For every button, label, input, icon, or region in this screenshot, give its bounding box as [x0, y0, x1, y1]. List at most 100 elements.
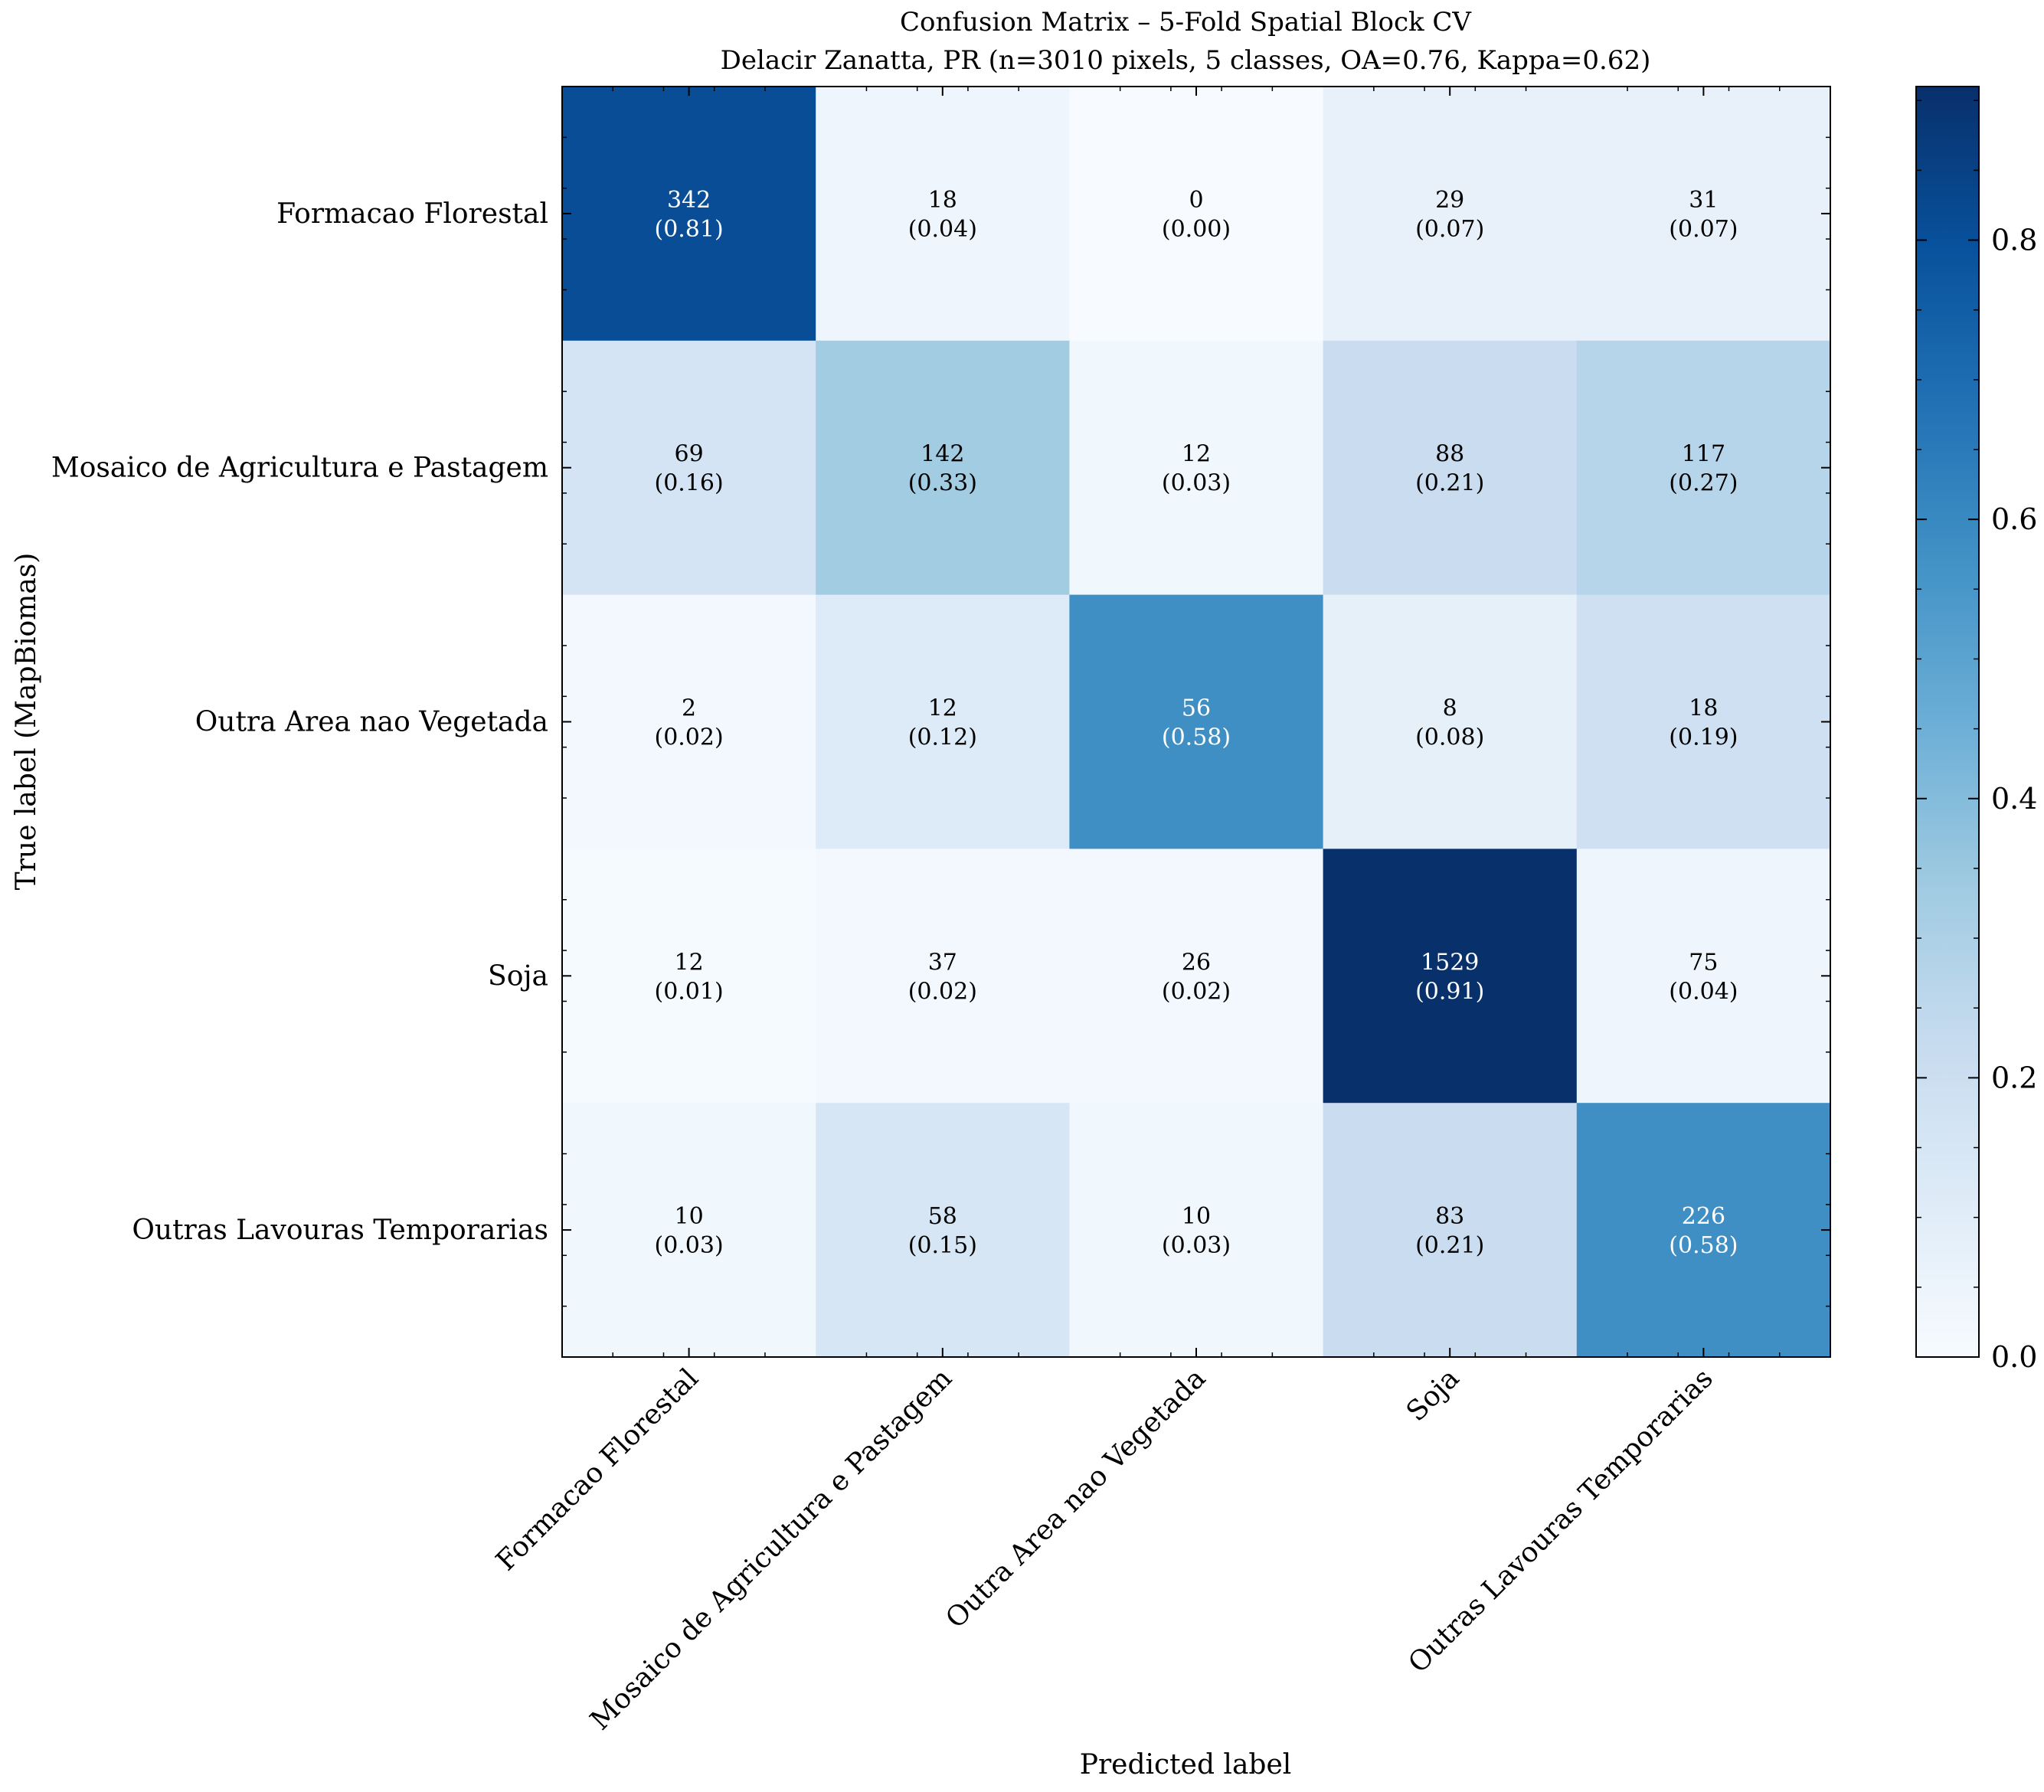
x-tick-label: Outras Lavouras Temporarias [1402, 1362, 1719, 1679]
cell-fraction-label: (0.21) [1415, 1232, 1484, 1259]
heatmap-cell [562, 340, 816, 596]
y-tick-label: Outra Area nao Vegetada [195, 707, 548, 738]
heatmap-cell [816, 1103, 1070, 1358]
cell-count-label: 26 [1182, 949, 1211, 976]
cell-count-label: 12 [1182, 441, 1211, 468]
y-tick-label: Soja [488, 960, 548, 992]
colorbar-tick-label: 0.2 [1991, 1061, 2037, 1094]
colorbar-ticks: 0.0 0.2 0.4 0.6 0.8 [1916, 100, 2037, 1374]
cell-fraction-label: (0.16) [654, 470, 723, 497]
cell-count-label: 37 [928, 949, 957, 976]
heatmap-cell [562, 594, 816, 849]
y-tick-labels: Formacao Florestal Mosaico de Agricultura… [51, 198, 548, 1246]
heatmap-cell [1323, 87, 1578, 342]
cell-count-label: 1529 [1421, 949, 1479, 976]
cell-count-label: 226 [1682, 1203, 1725, 1230]
cell-fraction-label: (0.04) [1669, 978, 1738, 1005]
y-tick-label: Formacao Florestal [276, 198, 548, 230]
cell-fraction-label: (0.07) [1415, 216, 1484, 243]
colorbar-tick-label: 0.8 [1991, 224, 2037, 257]
heatmap-cell [1576, 87, 1831, 342]
cell-fraction-label: (0.19) [1669, 724, 1738, 751]
cell-count-label: 31 [1689, 187, 1718, 214]
cell-fraction-label: (0.01) [654, 978, 723, 1005]
x-axis-label: Predicted label [1080, 1749, 1292, 1781]
heatmap-cell [1069, 849, 1324, 1104]
colorbar [1915, 86, 1980, 1358]
cell-fraction-label: (0.58) [1669, 1232, 1738, 1259]
cell-count-label: 2 [682, 695, 696, 722]
heatmap-cell [1576, 849, 1831, 1104]
heatmap-cell [1069, 340, 1324, 596]
cell-fraction-label: (0.03) [1162, 470, 1231, 497]
cell-count-label: 75 [1689, 949, 1718, 976]
cell-count-label: 18 [1689, 695, 1718, 722]
cell-count-label: 83 [1435, 1203, 1464, 1230]
cell-count-label: 88 [1435, 441, 1464, 468]
cell-fraction-label: (0.33) [908, 470, 977, 497]
heatmap-cells: 342(0.81)18(0.04)0(0.00)29(0.07)31(0.07)… [562, 87, 1831, 1358]
heatmap-cell [816, 87, 1070, 342]
chart-subtitle: Delacir Zanatta, PR (n=3010 pixels, 5 cl… [721, 45, 1651, 76]
axis-ticks [562, 87, 1830, 1357]
cell-fraction-label: (0.58) [1162, 724, 1231, 751]
x-tick-label: Soja [1401, 1362, 1466, 1427]
cell-fraction-label: (0.12) [908, 724, 977, 751]
heatmap-cell [1323, 594, 1578, 849]
cell-count-label: 69 [675, 441, 704, 468]
cell-fraction-label: (0.08) [1415, 724, 1484, 751]
cell-count-label: 12 [675, 949, 704, 976]
heatmap-cell [816, 340, 1070, 596]
heatmap-cell [1069, 1103, 1324, 1358]
cell-count-label: 342 [667, 187, 711, 214]
cell-fraction-label: (0.02) [908, 978, 977, 1005]
cell-count-label: 18 [928, 187, 957, 214]
heatmap-cell [1576, 1103, 1831, 1358]
cell-fraction-label: (0.04) [908, 216, 977, 243]
cell-fraction-label: (0.00) [1162, 216, 1231, 243]
cell-count-label: 12 [928, 695, 957, 722]
heatmap-cell [562, 87, 816, 342]
colorbar-tick-label: 0.4 [1991, 782, 2037, 816]
heatmap-cell [1323, 340, 1578, 596]
cell-count-label: 117 [1682, 441, 1725, 468]
cell-count-label: 56 [1182, 695, 1211, 722]
cell-fraction-label: (0.03) [654, 1232, 723, 1259]
cell-fraction-label: (0.81) [654, 216, 723, 243]
colorbar-tick-label: 0.6 [1991, 502, 2037, 536]
cell-fraction-label: (0.03) [1162, 1232, 1231, 1259]
cell-count-label: 142 [921, 441, 964, 468]
y-tick-label: Outras Lavouras Temporarias [132, 1215, 548, 1246]
cell-count-label: 10 [675, 1203, 704, 1230]
cell-fraction-label: (0.15) [908, 1232, 977, 1259]
cell-count-label: 0 [1189, 187, 1203, 214]
heatmap-cell [816, 594, 1070, 849]
heatmap-cell [1576, 594, 1831, 849]
heatmap-cell [1323, 849, 1578, 1104]
colorbar-tick-label: 0.0 [1991, 1340, 2037, 1374]
x-tick-label: Outra Area nao Vegetada [940, 1362, 1212, 1634]
cell-fraction-label: (0.02) [654, 724, 723, 751]
cell-fraction-label: (0.07) [1669, 216, 1738, 243]
cell-fraction-label: (0.27) [1669, 470, 1738, 497]
chart-title: Confusion Matrix – 5-Fold Spatial Block … [900, 7, 1472, 38]
cell-count-label: 58 [928, 1203, 957, 1230]
heatmap-cell [816, 849, 1070, 1104]
x-tick-label: Formacao Florestal [490, 1362, 705, 1577]
cell-count-label: 10 [1182, 1203, 1211, 1230]
y-axis-label: True label (MapBiomas) [11, 553, 42, 891]
heatmap-cell [562, 1103, 816, 1358]
cell-count-label: 8 [1443, 695, 1457, 722]
y-tick-label: Mosaico de Agricultura e Pastagem [51, 453, 548, 484]
heatmap-cell [1323, 1103, 1578, 1358]
cell-fraction-label: (0.21) [1415, 470, 1484, 497]
cell-fraction-label: (0.91) [1415, 978, 1484, 1005]
heatmap-cell [1576, 340, 1831, 596]
heatmap-cell [1069, 87, 1324, 342]
cell-fraction-label: (0.02) [1162, 978, 1231, 1005]
cell-count-label: 29 [1435, 187, 1464, 214]
heatmap-cell [562, 849, 816, 1104]
heatmap-cell [1069, 594, 1324, 849]
